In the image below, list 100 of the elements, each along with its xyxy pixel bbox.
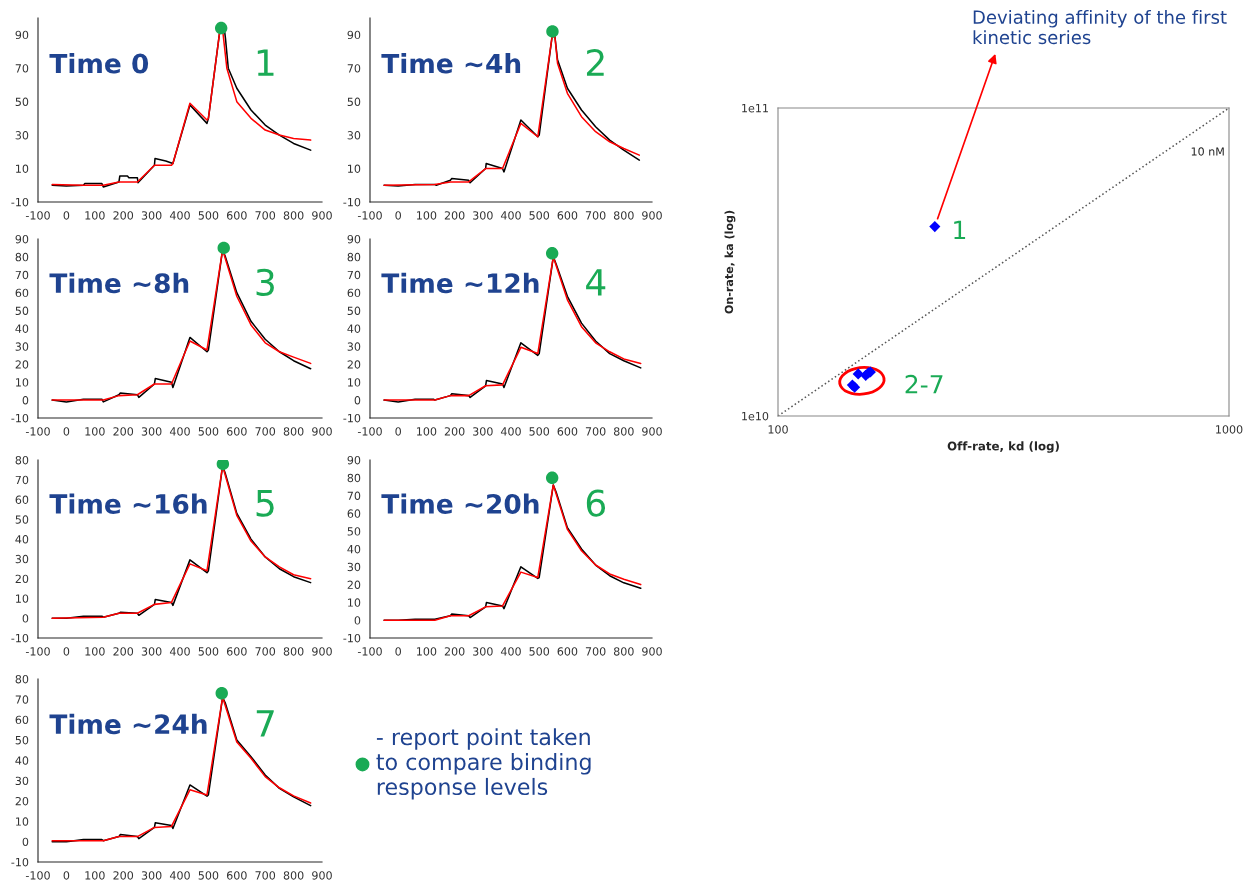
x-tick-label: -100 bbox=[357, 647, 382, 656]
x-tick-label: 600 bbox=[226, 871, 247, 880]
x-tick-label: 100 bbox=[417, 211, 437, 220]
y-tick-label: 60 bbox=[15, 288, 29, 298]
y-tick-label: 50 bbox=[347, 527, 361, 536]
y-tick-label: 10 bbox=[348, 598, 361, 607]
x-tick-label: 900 bbox=[312, 211, 332, 220]
x-tick-label: -100 bbox=[25, 211, 50, 220]
y-tick-label: 0 bbox=[354, 396, 361, 405]
x-tick-label: 800 bbox=[613, 647, 634, 656]
x-tick-label: 900 bbox=[312, 647, 332, 656]
y-tick-label: 70 bbox=[15, 64, 29, 73]
y-tick-label: 80 bbox=[15, 674, 29, 684]
x-tick-label: 700 bbox=[585, 647, 606, 656]
x-tick-label: 700 bbox=[255, 427, 276, 436]
y-tick-label: 80 bbox=[15, 455, 29, 465]
annotation: 7 bbox=[256, 710, 274, 737]
x-tick-label: 500 bbox=[198, 647, 219, 656]
annotation: 2 bbox=[586, 49, 604, 76]
y-tick-label: 90 bbox=[15, 30, 29, 40]
y-tick-label: 60 bbox=[15, 715, 29, 725]
y-tick-label: 0 bbox=[22, 837, 29, 847]
x-tick-label: 500 bbox=[529, 427, 550, 436]
y-tick-label: 60 bbox=[347, 509, 361, 518]
x-tick-label: 100 bbox=[768, 425, 788, 434]
x-tick-label: 800 bbox=[613, 211, 634, 220]
x-tick-label: 0 bbox=[63, 211, 70, 220]
x-tick-label: 0 bbox=[63, 871, 70, 880]
y-tick-label: 0 bbox=[354, 616, 361, 625]
y-tick-label: 70 bbox=[347, 270, 361, 280]
y-tick-label: 70 bbox=[347, 491, 361, 500]
y-tick-label: -10 bbox=[11, 197, 29, 207]
y-tick-label: 0 bbox=[22, 614, 29, 623]
y-tick-label: 80 bbox=[15, 252, 29, 262]
y-tick-label: -10 bbox=[11, 857, 29, 867]
x-tick-label: 300 bbox=[473, 211, 493, 220]
y-tick-label: 50 bbox=[15, 515, 29, 524]
x-tick-label: 0 bbox=[395, 211, 401, 220]
x-tick-label: 800 bbox=[283, 427, 304, 436]
x-tick-label: 600 bbox=[557, 211, 578, 220]
x-axis-title: Off-rate, kd (log) bbox=[947, 441, 1059, 453]
x-tick-label: 100 bbox=[85, 647, 105, 656]
y-tick-label: 1e10 bbox=[742, 411, 769, 421]
x-tick-label: -100 bbox=[357, 211, 382, 220]
y-tick-label: 90 bbox=[347, 30, 361, 40]
x-tick-label: 400 bbox=[169, 647, 190, 656]
y-tick-label: 20 bbox=[15, 796, 29, 806]
x-tick-label: 900 bbox=[312, 427, 332, 436]
x-tick-label: 200 bbox=[113, 427, 134, 436]
y-tick-label: 10 bbox=[16, 817, 29, 826]
y-tick-label: 70 bbox=[347, 64, 361, 73]
y-tick-label: -10 bbox=[11, 413, 29, 423]
y-tick-label: 90 bbox=[347, 234, 361, 244]
y-tick-label: 0 bbox=[22, 396, 29, 405]
y-tick-label: 40 bbox=[347, 544, 361, 554]
x-tick-label: 400 bbox=[169, 427, 190, 436]
y-tick-label: 50 bbox=[347, 97, 361, 107]
y-tick-label: 50 bbox=[15, 735, 29, 745]
y-tick-label: 10 bbox=[348, 378, 361, 387]
x-tick-label: 900 bbox=[642, 427, 662, 436]
annotation: 1 bbox=[257, 49, 274, 76]
x-tick-label: 600 bbox=[557, 427, 578, 436]
y-tick-label: 70 bbox=[15, 475, 29, 485]
x-tick-label: 100 bbox=[85, 871, 105, 880]
y-tick-label: 50 bbox=[15, 306, 29, 315]
y-tick-label: 70 bbox=[15, 270, 29, 280]
annotation: Time ~4h bbox=[381, 53, 521, 74]
y-tick-label: 30 bbox=[15, 342, 29, 351]
y-tick-label: 90 bbox=[15, 234, 29, 244]
y-tick-label: 30 bbox=[15, 776, 29, 786]
x-tick-label: -100 bbox=[25, 647, 50, 656]
x-tick-label: 200 bbox=[113, 647, 134, 656]
y-tick-label: 80 bbox=[347, 252, 361, 262]
x-tick-label: 300 bbox=[141, 647, 162, 656]
x-tick-label: 500 bbox=[198, 427, 219, 436]
x-tick-label: 800 bbox=[613, 427, 634, 436]
x-tick-label: 400 bbox=[500, 427, 521, 436]
y-tick-label: 40 bbox=[15, 324, 29, 333]
x-tick-label: 0 bbox=[395, 427, 401, 436]
x-tick-label: 200 bbox=[444, 647, 465, 656]
y-tick-label: 90 bbox=[347, 455, 361, 465]
x-tick-label: 900 bbox=[642, 647, 662, 656]
annotation: 3 bbox=[256, 268, 274, 297]
y-tick-label: 10 bbox=[16, 164, 29, 173]
y-tick-label: -10 bbox=[343, 413, 361, 423]
y-tick-label: -10 bbox=[343, 197, 361, 207]
y-tick-label: 60 bbox=[15, 495, 29, 504]
y-tick-label: 70 bbox=[15, 695, 29, 704]
x-tick-label: 700 bbox=[255, 211, 276, 220]
y-tick-label: 40 bbox=[15, 535, 29, 544]
x-tick-label: 700 bbox=[585, 427, 606, 436]
annotation: 4 bbox=[586, 269, 606, 296]
y-tick-label: 20 bbox=[15, 574, 29, 584]
x-tick-label: 700 bbox=[255, 647, 276, 656]
x-tick-label: 400 bbox=[169, 211, 190, 220]
y-tick-label: -10 bbox=[11, 633, 29, 643]
x-tick-label: 400 bbox=[500, 211, 521, 220]
annotation: 5 bbox=[256, 489, 274, 517]
x-tick-label: 800 bbox=[283, 647, 304, 656]
annotation: Time 0 bbox=[49, 53, 149, 74]
